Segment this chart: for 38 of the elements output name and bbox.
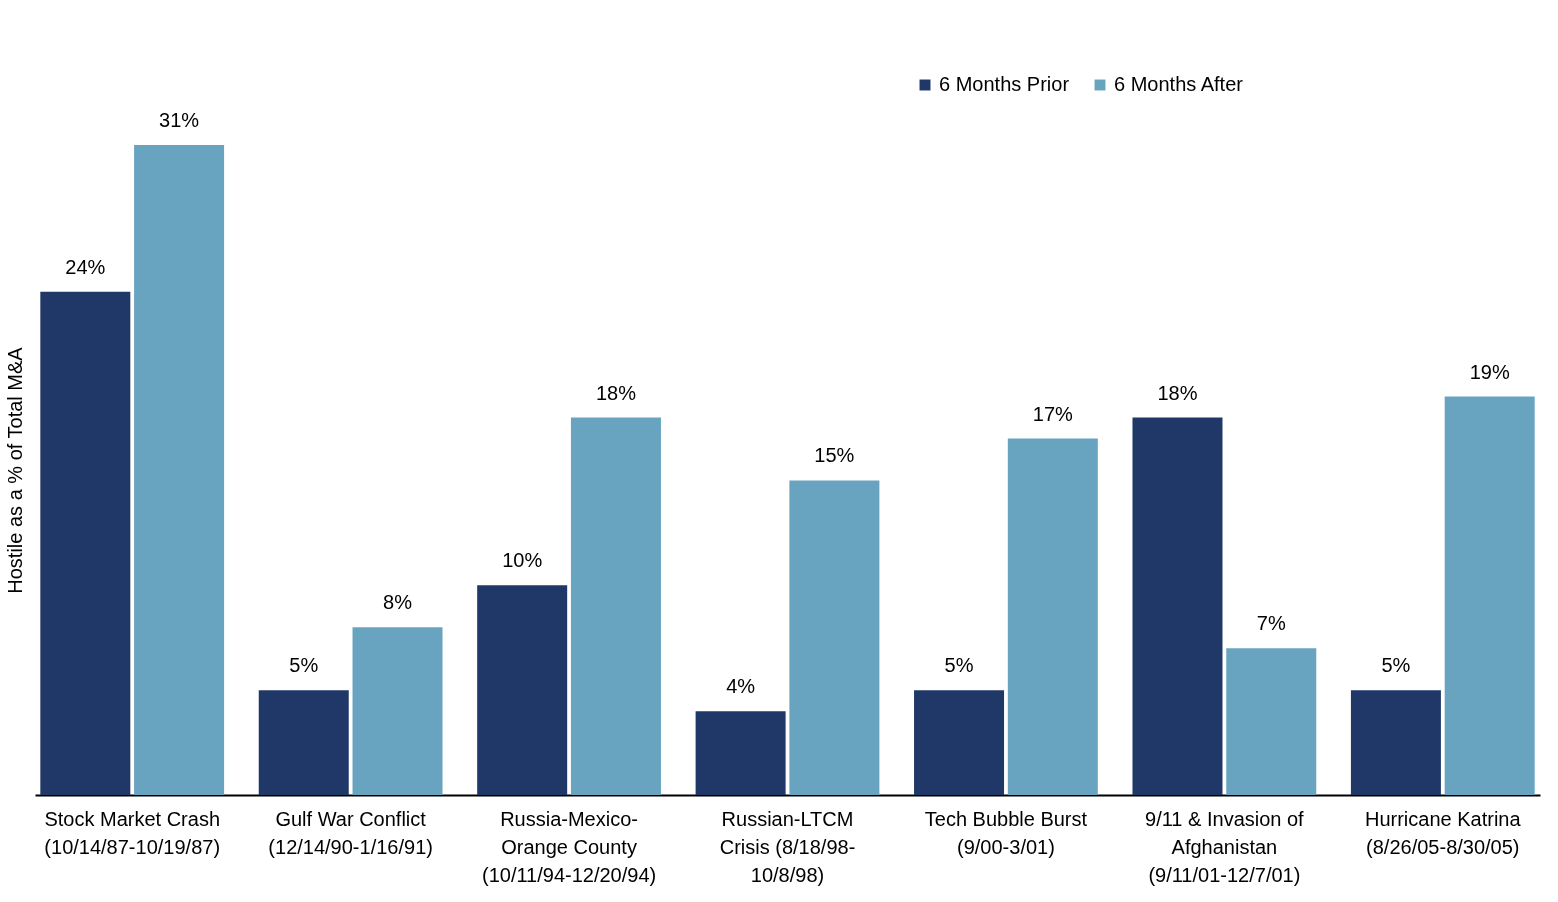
x-tick-label: Hurricane Katrina (8/26/05-8/30/05) [1364, 807, 1522, 858]
data-label: 24% [65, 255, 106, 278]
bar [570, 417, 661, 795]
data-label: 18% [1157, 381, 1198, 404]
bar [1132, 417, 1223, 795]
x-tick-label: Russia-Mexico- Orange County (10/11/94-12/20/94) [481, 807, 657, 886]
bar [134, 145, 225, 795]
data-label: 8% [383, 591, 413, 614]
x-tick-label: 9/11 & Invasion of Afghanistan (9/11/01-12/7/01) [1145, 807, 1305, 886]
x-tick-label: Tech Bubble Burst (9/00-3/01) [924, 807, 1088, 858]
bar [914, 690, 1005, 795]
bar [1007, 438, 1098, 795]
legend-label: 6 Months After [1114, 73, 1244, 95]
y-axis-title: Hostile as a % of Total M&A [3, 346, 26, 594]
data-label: 17% [1032, 402, 1074, 425]
data-label: 7% [1256, 612, 1286, 635]
bar [1350, 690, 1441, 795]
bar [695, 711, 786, 795]
bar [477, 585, 568, 795]
bar [1226, 648, 1317, 795]
bar [40, 291, 131, 795]
x-tick-label: Russian-LTCM Crisis (8/18/98- 10/8/98) [719, 807, 856, 886]
legend-label: 6 Months Prior [939, 73, 1070, 95]
data-label: 19% [1469, 360, 1510, 383]
data-label: 15% [814, 444, 855, 467]
data-label: 31% [159, 109, 200, 131]
data-label: 18% [595, 381, 637, 404]
data-label: 5% [1381, 654, 1411, 677]
bar [1444, 396, 1535, 795]
x-tick-label: Stock Market Crash (10/14/87-10/19/87) [44, 807, 221, 858]
data-label: 5% [289, 654, 319, 677]
bar [789, 480, 880, 795]
bar [258, 690, 349, 795]
bar [352, 627, 443, 795]
data-label: 4% [726, 675, 756, 698]
data-label: 10% [502, 549, 543, 572]
x-tick-label: Gulf War Conflict (12/14/90-1/16/91) [268, 807, 433, 858]
data-label: 5% [944, 654, 974, 677]
